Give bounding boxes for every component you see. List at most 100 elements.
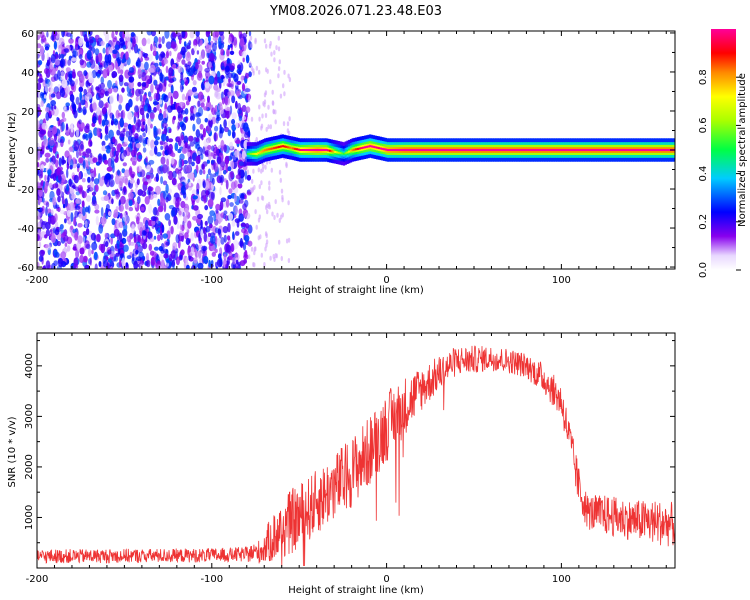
spectrogram-ridge-cell (451, 149, 454, 151)
spectrogram-cell (242, 242, 247, 251)
spectrogram-ridge-cell (666, 149, 669, 151)
spectrogram-cell (164, 213, 171, 221)
spectrogram-cell (138, 50, 142, 59)
spectrogram-cell (215, 266, 219, 269)
spectrogram-cell (106, 166, 113, 172)
spectrogram-cell (218, 36, 222, 46)
spectrogram-cell (109, 260, 115, 269)
spectrogram-cell (254, 37, 257, 43)
spectrogram-cell (133, 236, 137, 244)
spectrogram-cell (132, 160, 137, 166)
spectrogram-cell (70, 225, 74, 230)
spectrogram-cell (72, 68, 76, 79)
spectrogram-ridge-cell (367, 145, 370, 148)
spectrogram-cell (118, 74, 124, 83)
spectrogram-cell (158, 82, 163, 92)
spectrogram-cell (217, 78, 224, 84)
spectrogram-ridge-cell (407, 149, 410, 151)
spectrogram-ridge-cell (430, 149, 433, 151)
spectrogram-ridge-cell (348, 150, 351, 153)
spectrogram-cell (153, 106, 157, 113)
spectrogram-ridge-cell (306, 149, 309, 151)
spectrogram-cell (265, 67, 268, 73)
spectrogram-ridge-cell (521, 149, 524, 151)
spectrogram-ridge-cell (447, 149, 451, 151)
spectrogram-cell (79, 91, 82, 102)
spectrogram-ridge-cell (584, 149, 587, 151)
spectrogram-ridge-cell (419, 149, 423, 151)
spectrogram-cell (195, 31, 200, 37)
spectrogram-ridge-cell (349, 149, 353, 152)
spectrogram-cell (86, 50, 92, 60)
spectrogram-ridge-cell (327, 149, 330, 152)
spectrogram-ridge-cell (601, 149, 604, 151)
spectrogram-cell (225, 198, 230, 208)
spectrogram-cell (105, 241, 109, 248)
spectrogram-cell (134, 105, 139, 113)
spectrogram-cell (197, 213, 203, 220)
x-tick-label: -100 (200, 574, 223, 585)
spectrogram-cell (241, 150, 246, 160)
spectrogram-cell (114, 189, 118, 194)
spectrogram-cell (104, 90, 110, 97)
spectrogram-ridge-cell (293, 147, 297, 150)
spectrogram-cell (180, 110, 186, 115)
spectrogram-ridge-cell (545, 149, 548, 151)
spectrogram-cell (93, 251, 98, 261)
spectrogram-cell (218, 31, 224, 36)
spectrogram-cell (149, 112, 155, 120)
spectrogram-cell (108, 211, 112, 217)
x-tick-label: 0 (383, 574, 389, 585)
spectrogram-cell (50, 262, 56, 269)
spectrogram-cell (165, 183, 169, 194)
spectrogram-cell (224, 95, 229, 106)
spectrogram-cell (91, 191, 96, 196)
spectrogram-cell (53, 40, 58, 50)
spectrogram-cell (236, 90, 241, 97)
spectrogram-cell (180, 249, 185, 256)
spectrogram-cell (205, 125, 209, 132)
spectrogram-ridge-cell (496, 149, 499, 151)
spectrogram-ridge-cell (269, 147, 272, 150)
spectrogram-cell (237, 102, 241, 111)
spectrogram-ridge-cell (423, 149, 426, 151)
spectrogram-cell (45, 229, 51, 237)
spectrogram-cell (150, 256, 156, 266)
spectrogram-cell (137, 189, 144, 196)
spectrogram-cell (267, 104, 270, 110)
spectrogram-ridge-cell (470, 149, 473, 151)
spectrogram-cell (178, 210, 182, 216)
spectrogram-cell (226, 235, 231, 241)
spectrogram-cell (37, 53, 40, 59)
spectrogram-cell (209, 52, 215, 62)
spectrogram-cell (80, 31, 84, 37)
spectrogram-cell (277, 73, 280, 79)
spectrogram-ridge-cell (302, 149, 305, 151)
spectrogram-ridge-cell (414, 149, 417, 151)
spectrogram-cell (187, 220, 192, 229)
spectrogram-cell (95, 55, 99, 65)
spectrogram-cell (59, 88, 66, 98)
spectrogram-cell (88, 31, 93, 36)
spectrogram-cell (199, 133, 203, 139)
spectrogram-ridge-cell (507, 149, 510, 151)
spectrogram-cell (118, 221, 124, 229)
spectrogram-cell (83, 255, 88, 263)
spectrogram-cell (128, 128, 133, 137)
spectrogram-cell (51, 234, 56, 244)
spectrogram-ridge-cell (383, 148, 386, 151)
spectrogram-cell (270, 167, 273, 173)
spectrogram-cell (239, 37, 245, 47)
spectrogram-cell (212, 42, 217, 52)
spectrogram-cell (180, 79, 185, 86)
spectrogram-cell (135, 256, 142, 262)
spectrogram-cell (44, 46, 50, 51)
spectrogram-cell (232, 239, 239, 250)
spectrogram-cell (190, 115, 193, 121)
spectrogram-cell (65, 102, 70, 107)
spectrogram-cell (208, 61, 212, 68)
spectrogram-cell (260, 180, 263, 186)
spectrogram-cell (177, 111, 181, 119)
spectrogram-cell (78, 157, 83, 164)
spectrogram-cell (228, 188, 233, 194)
